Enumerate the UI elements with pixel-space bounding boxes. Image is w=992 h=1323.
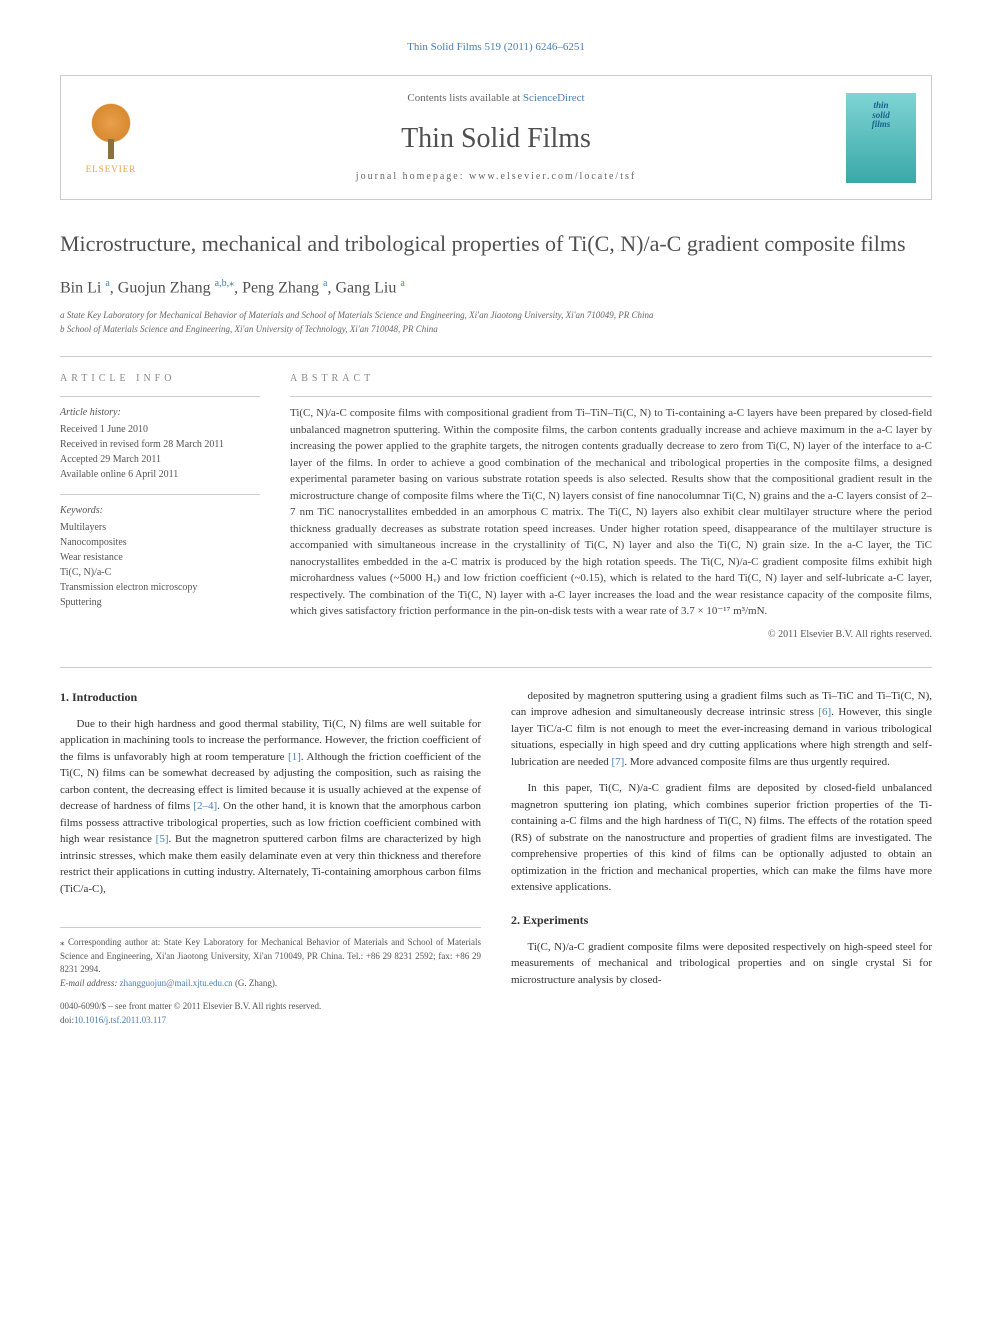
journal-header: ELSEVIER Contents lists available at Sci… [60,75,932,200]
journal-homepage: journal homepage: www.elsevier.com/locat… [356,170,636,184]
homepage-prefix: journal homepage: [356,171,469,182]
introduction-heading: 1. Introduction [60,688,481,706]
publisher-logo-area: ELSEVIER [61,76,161,199]
cover-text: thin solid films [872,101,891,131]
article-info-column: ARTICLE INFO Article history: Received 1… [60,372,260,642]
keyword-5: Transmission electron microscopy [60,580,260,595]
abstract-text: Ti(C, N)/a-C composite films with compos… [290,396,932,620]
experiments-heading: 2. Experiments [511,911,932,929]
publisher-name: ELSEVIER [86,163,137,176]
affiliations: a State Key Laboratory for Mechanical Be… [60,309,932,336]
doi-line: doi:10.1016/j.tsf.2011.03.117 [60,1014,481,1028]
history-received: Received 1 June 2010 [60,422,260,437]
abstract-column: ABSTRACT Ti(C, N)/a-C composite films wi… [290,372,932,642]
homepage-url[interactable]: www.elsevier.com/locate/tsf [469,171,636,182]
elsevier-logo[interactable]: ELSEVIER [71,93,151,183]
article-history-block: Article history: Received 1 June 2010 Re… [60,396,260,482]
affiliation-a: a State Key Laboratory for Mechanical Be… [60,309,932,323]
keyword-2: Nanocomposites [60,535,260,550]
history-accepted: Accepted 29 March 2011 [60,452,260,467]
history-online: Available online 6 April 2011 [60,467,260,482]
keyword-4: Ti(C, N)/a-C [60,565,260,580]
keywords-label: Keywords: [60,503,260,518]
doi-label: doi: [60,1015,74,1025]
elsevier-tree-icon [81,99,141,159]
history-revised: Received in revised form 28 March 2011 [60,437,260,452]
citation-line[interactable]: Thin Solid Films 519 (2011) 6246–6251 [60,40,932,55]
contents-available-line: Contents lists available at ScienceDirec… [407,91,584,106]
journal-cover-thumbnail[interactable]: thin solid films [846,93,916,183]
email-address[interactable]: zhangguojun@mail.xjtu.edu.cn [120,978,233,988]
body-columns: 1. Introduction Due to their high hardne… [60,688,932,1028]
affiliation-b: b School of Materials Science and Engine… [60,323,932,337]
journal-cover-area: thin solid films [831,76,931,199]
bottom-meta: 0040-6090/$ – see front matter © 2011 El… [60,1000,481,1027]
abstract-copyright: © 2011 Elsevier B.V. All rights reserved… [290,628,932,642]
history-label: Article history: [60,405,260,420]
email-label: E-mail address: [60,978,120,988]
email-suffix: (G. Zhang). [233,978,278,988]
authors-list: Bin Li a, Guojun Zhang a,b,⁎, Peng Zhang… [60,277,932,300]
keyword-3: Wear resistance [60,550,260,565]
divider-2 [60,667,932,668]
header-center: Contents lists available at ScienceDirec… [161,76,831,199]
divider [60,356,932,357]
corresponding-author-footnote: ⁎ Corresponding author at: State Key Lab… [60,927,481,990]
intro-paragraph-2: deposited by magnetron sputtering using … [511,688,932,771]
article-title: Microstructure, mechanical and tribologi… [60,230,932,259]
journal-title: Thin Solid Films [401,119,591,158]
info-abstract-row: ARTICLE INFO Article history: Received 1… [60,372,932,642]
right-column: deposited by magnetron sputtering using … [511,688,932,1028]
email-line: E-mail address: zhangguojun@mail.xjtu.ed… [60,977,481,991]
left-column: 1. Introduction Due to their high hardne… [60,688,481,1028]
keyword-1: Multilayers [60,520,260,535]
abstract-label: ABSTRACT [290,372,932,386]
contents-prefix: Contents lists available at [407,92,522,104]
corresponding-text: ⁎ Corresponding author at: State Key Lab… [60,936,481,977]
keywords-block: Keywords: Multilayers Nanocomposites Wea… [60,494,260,610]
cover-line-3: films [872,120,891,130]
experiments-paragraph-1: Ti(C, N)/a-C gradient composite films we… [511,939,932,989]
article-info-label: ARTICLE INFO [60,372,260,386]
intro-paragraph-3: In this paper, Ti(C, N)/a-C gradient fil… [511,780,932,896]
issn-line: 0040-6090/$ – see front matter © 2011 El… [60,1000,481,1014]
sciencedirect-link[interactable]: ScienceDirect [523,92,585,104]
keyword-6: Sputtering [60,595,260,610]
doi-value[interactable]: 10.1016/j.tsf.2011.03.117 [74,1015,166,1025]
intro-paragraph-1: Due to their high hardness and good ther… [60,716,481,898]
